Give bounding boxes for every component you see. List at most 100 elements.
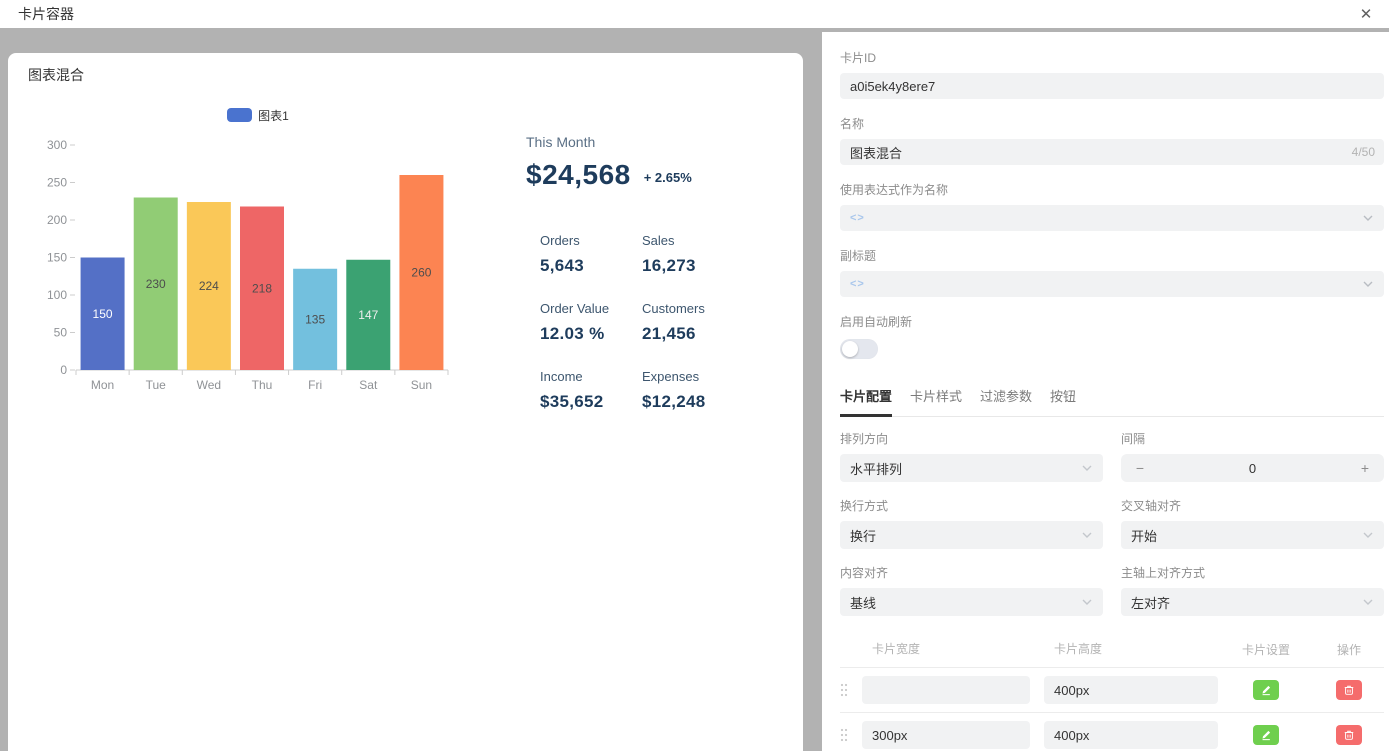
svg-text:Wed: Wed [197, 378, 221, 392]
stat-label: Sales [642, 233, 675, 248]
pencil-icon [1262, 730, 1271, 741]
stats-total-value: $24,568 [526, 159, 631, 190]
auto-refresh-label: 启用自动刷新 [840, 315, 913, 329]
svg-text:300: 300 [47, 138, 67, 152]
card-id-input[interactable] [840, 73, 1384, 99]
subtitle-select[interactable]: <> [840, 271, 1384, 297]
col-header-actions: 操作 [1336, 642, 1361, 657]
tab-card-config[interactable]: 卡片配置 [840, 386, 893, 417]
tab-card-style[interactable]: 卡片样式 [910, 389, 963, 404]
card-width-input[interactable] [862, 676, 1030, 704]
pencil-icon [1262, 685, 1271, 696]
svg-text:150: 150 [93, 307, 113, 321]
expression-icon: <> [850, 278, 865, 290]
chart-area: 图表1 0 50 100 150 200 250 300 150 Mon 230 Tue 224 Wed… [32, 85, 484, 412]
settings-panel: 卡片ID 名称 4/50 使用表达式作为名称 <> 副标题 <> [822, 32, 1389, 751]
expression-icon: <> [850, 212, 865, 224]
stats-delta: + 2.65% [643, 169, 692, 185]
chevron-down-icon [1363, 599, 1373, 605]
svg-text:Tue: Tue [146, 378, 167, 392]
col-header-width: 卡片宽度 [872, 642, 921, 656]
direction-label: 排列方向 [840, 432, 889, 446]
subtitle-label: 副标题 [840, 249, 877, 263]
direction-select[interactable]: 水平排列 [840, 454, 1103, 482]
name-input[interactable] [840, 139, 1384, 165]
stat-label: Order Value [540, 301, 610, 316]
minus-icon[interactable]: − [1135, 460, 1145, 476]
content-align-label: 内容对齐 [840, 566, 889, 580]
stat-label: Income [540, 369, 583, 384]
close-icon[interactable]: ✕ [1359, 6, 1373, 23]
stat-label: Orders [540, 233, 580, 248]
delete-card-button[interactable] [1336, 725, 1362, 745]
chevron-down-icon [1363, 215, 1373, 221]
dialog-header: 卡片容器 ✕ [0, 0, 1389, 28]
name-char-counter: 4/50 [1351, 145, 1375, 159]
stat-value: $35,652 [540, 392, 604, 411]
drag-handle-icon[interactable] [840, 727, 848, 743]
card-height-input[interactable] [1044, 721, 1218, 749]
auto-refresh-toggle[interactable] [840, 339, 878, 359]
main-align-select[interactable]: 左对齐 [1121, 588, 1384, 616]
chevron-down-icon [1082, 599, 1092, 605]
svg-text:260: 260 [411, 266, 431, 280]
svg-text:100: 100 [47, 288, 67, 302]
svg-text:150: 150 [47, 251, 67, 265]
stat-value: $12,248 [642, 392, 706, 411]
card-settings-button[interactable] [1253, 725, 1279, 745]
main-align-value: 左对齐 [1131, 595, 1171, 611]
gap-stepper: − 0 + [1121, 454, 1384, 482]
svg-text:230: 230 [146, 277, 166, 291]
col-header-height: 卡片高度 [1054, 642, 1103, 656]
card-table: 卡片宽度 卡片高度 卡片设置 操作 [840, 640, 1384, 751]
svg-text:0: 0 [60, 363, 67, 377]
svg-text:224: 224 [199, 279, 219, 293]
cross-align-value: 开始 [1131, 528, 1158, 544]
stat-value: 12.03 % [540, 324, 605, 343]
delete-card-button[interactable] [1336, 680, 1362, 700]
svg-text:147: 147 [358, 308, 378, 322]
content-align-value: 基线 [850, 595, 877, 611]
wrap-select[interactable]: 换行 [840, 521, 1103, 549]
tab-filter-params[interactable]: 过滤参数 [980, 389, 1033, 404]
legend-marker [227, 108, 253, 122]
dialog-title: 卡片容器 [18, 6, 74, 22]
stat-label: Expenses [642, 369, 700, 384]
chart-legend[interactable]: 图表1 [32, 107, 484, 123]
svg-text:Fri: Fri [308, 378, 322, 392]
col-header-settings: 卡片设置 [1241, 642, 1290, 657]
svg-text:218: 218 [252, 281, 272, 295]
cross-align-select[interactable]: 开始 [1121, 521, 1384, 549]
preview-canvas: 图表混合 图表1 0 50 100 150 200 250 300 150 Mon 230 Tue 2… [0, 32, 822, 751]
stat-item: Income $35,652 [540, 369, 642, 412]
trash-icon [1344, 685, 1354, 695]
main-align-label: 主轴上对齐方式 [1121, 566, 1206, 580]
card-settings-button[interactable] [1253, 680, 1279, 700]
stat-item: Order Value 12.03 % [540, 301, 642, 344]
plus-icon[interactable]: + [1360, 460, 1370, 476]
legend-label: 图表1 [258, 108, 289, 123]
tab-buttons[interactable]: 按钮 [1050, 389, 1077, 404]
svg-text:Mon: Mon [91, 378, 114, 392]
chevron-down-icon [1363, 532, 1373, 538]
preview-card[interactable]: 图表混合 图表1 0 50 100 150 200 250 300 150 Mon 230 Tue 2… [8, 53, 803, 751]
name-label: 名称 [840, 117, 865, 131]
stat-value: 21,456 [642, 324, 696, 343]
gap-value[interactable]: 0 [1248, 460, 1257, 476]
name-expression-select[interactable]: <> [840, 205, 1384, 231]
content-align-select[interactable]: 基线 [840, 588, 1103, 616]
bar-chart: 0 50 100 150 200 250 300 150 Mon 230 Tue 224 Wed 218 T… [47, 138, 449, 392]
panel-tabs: 卡片配置 卡片样式 过滤参数 按钮 [840, 386, 1384, 417]
table-row [840, 713, 1384, 751]
preview-card-title: 图表混合 [28, 67, 84, 83]
chevron-down-icon [1082, 532, 1092, 538]
card-width-input[interactable] [862, 721, 1030, 749]
wrap-label: 换行方式 [840, 499, 889, 513]
stat-value: 5,643 [540, 256, 585, 275]
stat-item: Customers 21,456 [642, 301, 736, 344]
direction-value: 水平排列 [850, 461, 903, 477]
name-expression-label: 使用表达式作为名称 [840, 183, 949, 197]
card-height-input[interactable] [1044, 676, 1218, 704]
gap-label: 间隔 [1121, 432, 1146, 446]
drag-handle-icon[interactable] [840, 682, 848, 698]
